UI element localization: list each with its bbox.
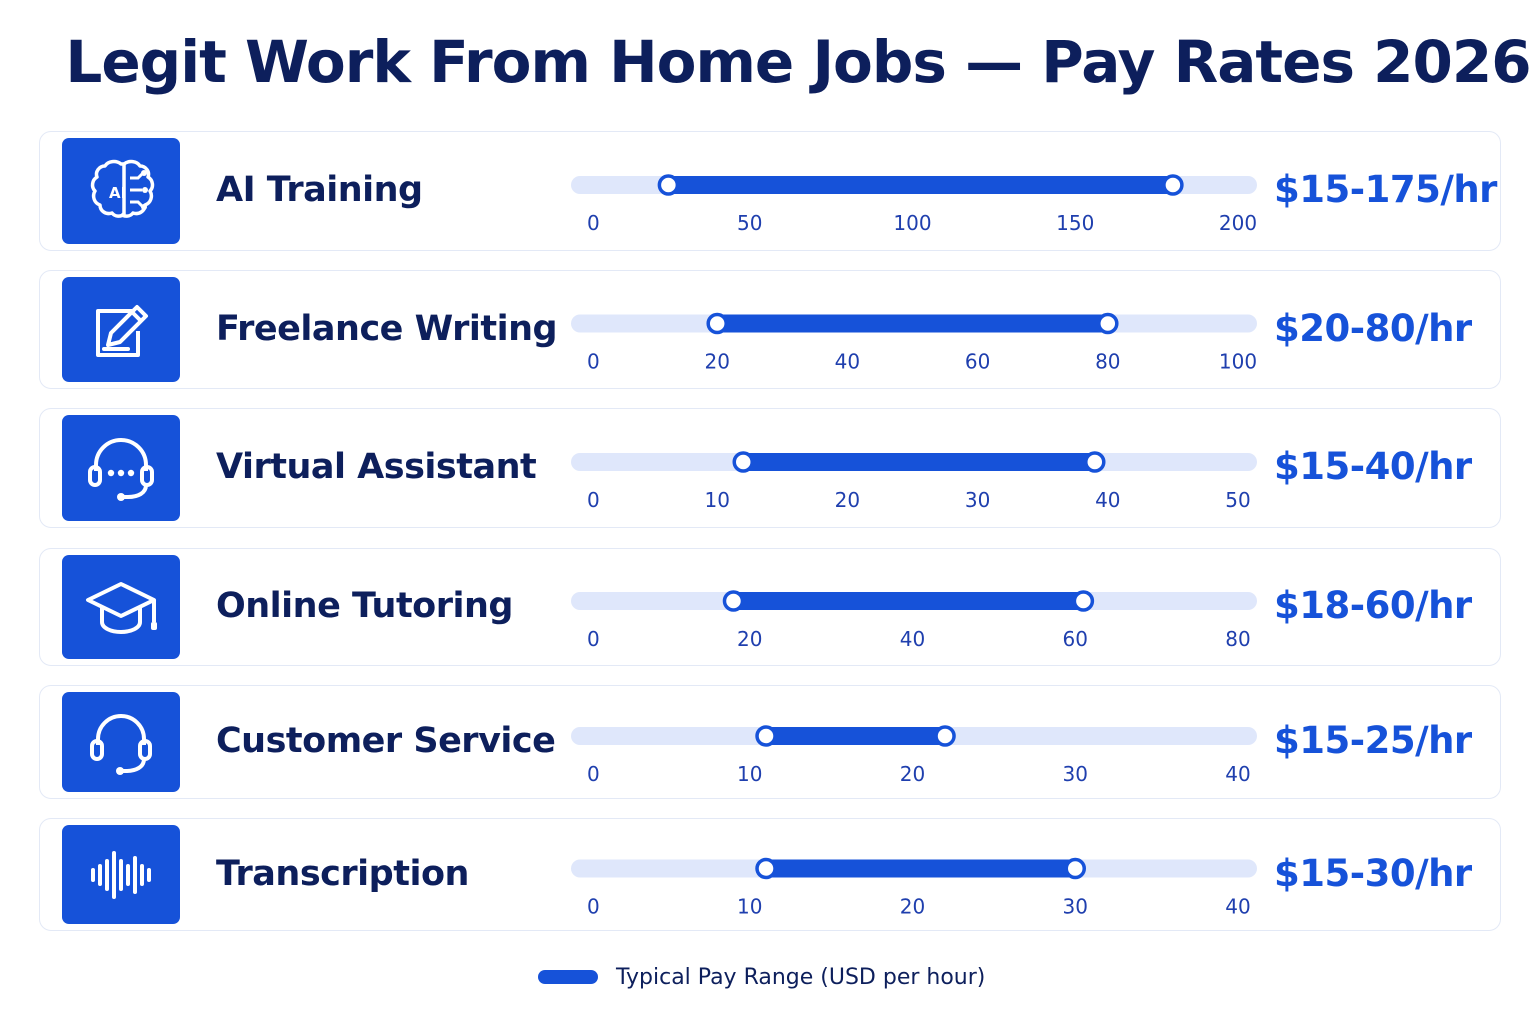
tick-label: 80 [1225,627,1250,651]
job-row-customer-service: Customer Service 0 10 20 30 40 $15-25/hr [39,685,1501,799]
job-label: Transcription [216,853,469,894]
range-end-marker [1162,174,1184,196]
pay-rate-label: $15-175/hr [1274,168,1497,211]
tick-label: 200 [1219,211,1257,235]
sound-wave-icon [62,825,180,924]
legend-label: Typical Pay Range (USD per hour) [616,964,986,990]
tick-label: 40 [835,350,860,374]
tick-label: 60 [1063,627,1088,651]
job-label: Online Tutoring [216,586,513,626]
tick-label: 40 [900,627,925,651]
tick-label: 30 [1063,895,1088,919]
tick-label: 20 [900,895,925,919]
tick-label: 40 [1225,895,1250,919]
tick-label: 0 [587,488,600,512]
tick-label: 100 [1219,350,1257,374]
tick-label: 60 [965,350,990,374]
range-start-marker [722,590,745,612]
svg-text:AI: AI [109,184,126,202]
chart-title: Legit Work From Home Jobs — Pay Rates 20… [65,28,1531,96]
tick-label: 50 [1225,488,1250,512]
tick-label: 0 [587,762,600,786]
chat-headset-icon [62,415,180,521]
graduation-cap-icon [62,555,180,659]
tick-label: 100 [893,211,931,235]
legend: Typical Pay Range (USD per hour) [538,962,985,992]
tick-label: 40 [1095,488,1120,512]
range-start-marker [706,312,728,335]
range-end-marker [1084,451,1106,473]
job-row-ai-training: AI AI Training 0 50 100 150 200 $15-175/hr [39,131,1501,251]
job-row-online-tutoring: Online Tutoring 0 20 40 60 80 $18-60/hr [39,548,1501,666]
job-row-virtual-assistant: Virtual Assistant 0 10 20 30 40 50 $15-40/hr [39,408,1501,528]
tick-label: 0 [587,627,600,651]
bar-fill [668,176,1173,194]
pay-rate-label: $20-80/hr [1274,306,1472,350]
range-bar-ai-training: 0 50 100 150 200 [571,174,1257,235]
brain-ai-icon: AI [62,138,180,244]
tick-label: 20 [704,350,729,374]
edit-document-icon [62,277,180,382]
headset-icon [62,692,180,792]
bar-fill [733,592,1084,610]
job-row-transcription: Transcription 0 10 20 30 40 $15-30/hr [39,818,1501,931]
job-label: Freelance Writing [216,308,558,349]
pay-rate-label: $15-30/hr [1274,851,1472,895]
bar-fill [766,727,946,745]
tick-label: 50 [737,211,762,235]
pay-rate-label: $15-25/hr [1274,719,1472,762]
tick-label: 40 [1225,762,1250,786]
pay-rate-label: $15-40/hr [1274,445,1472,488]
range-bar-customer-service: 0 10 20 30 40 [571,725,1257,786]
range-bar-transcription: 0 10 20 30 40 [571,857,1257,919]
bar-fill [766,859,1076,878]
tick-label: 20 [900,762,925,786]
tick-label: 30 [965,488,990,512]
job-label: Virtual Assistant [216,447,537,487]
range-start-marker [755,725,777,747]
bar-fill [717,314,1108,333]
tick-label: 10 [704,488,729,512]
tick-label: 20 [835,488,860,512]
tick-label: 30 [1063,762,1088,786]
tick-label: 10 [737,762,762,786]
tick-label: 0 [587,895,600,919]
range-end-marker [1097,312,1119,335]
pay-rate-label: $18-60/hr [1274,584,1472,627]
range-end-marker [1072,590,1095,612]
job-label: Customer Service [216,721,556,761]
range-start-marker [657,174,680,196]
range-bar-virtual-assistant: 0 10 20 30 40 50 [571,451,1257,512]
legend-swatch [538,970,598,984]
tick-label: 10 [737,895,762,919]
tick-label: 80 [1095,350,1120,374]
tick-label: 20 [737,627,762,651]
job-row-freelance-writing: Freelance Writing 0 20 40 60 80 100 $20-80/hr [39,270,1501,389]
bar-fill [743,453,1095,471]
job-label: AI Training [216,170,423,210]
range-end-marker [934,725,956,747]
range-bar-freelance-writing: 0 20 40 60 80 100 [571,312,1257,374]
range-start-marker [755,857,777,880]
range-end-marker [1064,857,1086,880]
tick-label: 0 [587,211,600,235]
tick-label: 150 [1056,211,1094,235]
tick-label: 0 [587,350,600,374]
range-bar-online-tutoring: 0 20 40 60 80 [571,590,1257,651]
range-start-marker [732,451,754,473]
